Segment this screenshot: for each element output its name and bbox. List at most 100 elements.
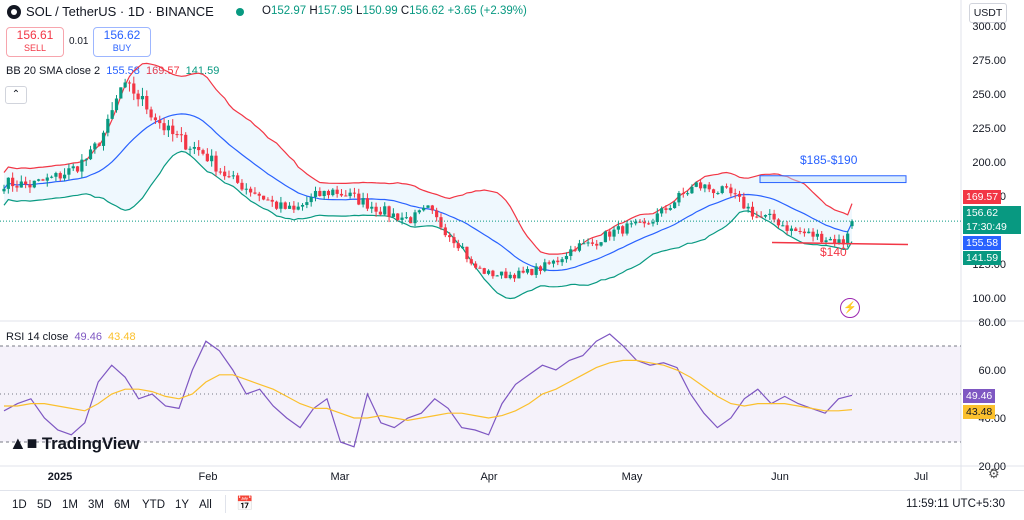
candle-body bbox=[210, 155, 214, 162]
candle-body bbox=[80, 159, 84, 172]
rsi-ma-line bbox=[4, 359, 853, 422]
candle-body bbox=[374, 206, 378, 212]
candle-body bbox=[833, 238, 837, 244]
time-tick-label: Mar bbox=[331, 471, 350, 483]
candle-body bbox=[759, 216, 763, 218]
candle-body bbox=[590, 242, 595, 244]
support-label: $140 bbox=[820, 245, 847, 259]
price-tick-label: 250.00 bbox=[972, 89, 1006, 101]
lightning-icon[interactable]: ⚡ bbox=[840, 298, 860, 318]
candle-body bbox=[84, 159, 88, 161]
currency-selector[interactable]: USDT bbox=[969, 3, 1007, 23]
candle-body bbox=[331, 189, 335, 196]
candle-body bbox=[461, 246, 465, 249]
candle-body bbox=[781, 225, 785, 227]
candle-body bbox=[625, 223, 629, 234]
candle-body bbox=[733, 193, 737, 195]
candle-body bbox=[101, 132, 106, 146]
range-6m[interactable]: 6M bbox=[114, 499, 130, 511]
candle-body bbox=[287, 205, 292, 209]
range-3m[interactable]: 3M bbox=[88, 499, 104, 511]
price-tick-label: 100.00 bbox=[972, 293, 1006, 305]
candle-body bbox=[162, 123, 166, 131]
candle-body bbox=[729, 187, 733, 194]
time-tick-label: Jun bbox=[771, 471, 789, 483]
candle-body bbox=[430, 205, 434, 211]
candle-body bbox=[357, 193, 361, 205]
range-ytd[interactable]: YTD bbox=[142, 499, 165, 511]
rsi-price-label: 49.46 bbox=[963, 389, 996, 403]
candle-body bbox=[119, 87, 123, 99]
candle-body bbox=[807, 231, 811, 234]
buy-button[interactable]: 156.62 BUY bbox=[93, 27, 151, 57]
candle-body bbox=[322, 190, 326, 197]
collapse-chevron-icon[interactable]: ⌃ bbox=[5, 86, 27, 104]
candle-body bbox=[400, 217, 404, 220]
calendar-range-icon[interactable]: 📅 bbox=[236, 495, 254, 511]
candle-body bbox=[149, 109, 153, 118]
price-tick-label: 225.00 bbox=[972, 123, 1006, 135]
sell-button[interactable]: 156.61 SELL bbox=[6, 27, 64, 57]
market-open-dot-icon bbox=[236, 8, 244, 16]
candle-body bbox=[612, 229, 616, 237]
candle-body bbox=[512, 274, 517, 279]
candle-body bbox=[746, 206, 750, 209]
candle-body bbox=[45, 177, 49, 181]
sell-price: 156.61 bbox=[16, 28, 54, 42]
candle-body bbox=[97, 143, 101, 146]
range-all[interactable]: All bbox=[199, 499, 212, 511]
candle-body bbox=[538, 266, 543, 271]
candle-body bbox=[543, 262, 547, 271]
candle-body bbox=[300, 204, 305, 207]
rsi-ma-price-label: 43.48 bbox=[963, 405, 996, 419]
candle-body bbox=[456, 243, 460, 249]
range-1d[interactable]: 1D bbox=[12, 499, 27, 511]
candle-body bbox=[244, 188, 248, 190]
candle-body bbox=[391, 213, 395, 217]
time-tick-label: May bbox=[622, 471, 643, 483]
time-tick-label: Apr bbox=[480, 471, 497, 483]
candle-body bbox=[439, 217, 443, 228]
range-1y[interactable]: 1Y bbox=[175, 499, 190, 511]
candle-body bbox=[737, 193, 742, 197]
bb-upper-line bbox=[3, 62, 853, 255]
candle-body bbox=[93, 143, 97, 150]
candle-body bbox=[750, 206, 755, 217]
bb-basis-price-label: 155.58 bbox=[963, 236, 1002, 250]
bb-legend[interactable]: BB 20 SMA close 2 155.58 169.57 141.59 bbox=[6, 65, 219, 77]
rsi-value: 49.46 bbox=[74, 331, 102, 343]
candle-body bbox=[828, 238, 832, 241]
clock-readout[interactable]: 11:59:11 UTC+5:30 bbox=[906, 498, 1005, 510]
candle-body bbox=[114, 98, 119, 111]
settings-gear-icon[interactable]: ⚙ bbox=[988, 466, 1000, 481]
candle-body bbox=[110, 110, 114, 119]
candle-body bbox=[417, 210, 421, 213]
buy-price: 156.62 bbox=[103, 28, 141, 42]
range-1m[interactable]: 1M bbox=[62, 499, 78, 511]
high-label: H bbox=[309, 5, 318, 17]
candle-body bbox=[28, 184, 32, 188]
candle-body bbox=[755, 216, 759, 218]
candle-body bbox=[166, 125, 171, 131]
symbol-title[interactable]: SOL / TetherUS · 1D · BINANCE bbox=[26, 4, 214, 19]
range-5d[interactable]: 5D bbox=[37, 499, 52, 511]
bb-lower-price-label: 141.59 bbox=[963, 251, 1002, 265]
candle-body bbox=[811, 231, 815, 237]
candle-body bbox=[616, 226, 620, 230]
candle-body bbox=[638, 221, 642, 223]
bottom-toolbar: 1D 5D 1M 3M 6M YTD 1Y All bbox=[0, 490, 1024, 520]
candle-body bbox=[339, 193, 344, 196]
candle-body bbox=[2, 188, 6, 192]
toolbar-divider bbox=[225, 495, 226, 513]
candle-body bbox=[577, 243, 582, 251]
candle-body bbox=[690, 186, 694, 194]
candle-body bbox=[504, 271, 508, 279]
candle-body bbox=[521, 270, 525, 273]
candle-body bbox=[19, 181, 23, 188]
candle-body bbox=[270, 199, 274, 202]
candle-body bbox=[694, 182, 698, 187]
close-label: C bbox=[400, 5, 410, 17]
rsi-tick-label: 80.00 bbox=[978, 317, 1006, 329]
rsi-legend[interactable]: RSI 14 close 49.46 43.48 bbox=[6, 331, 136, 343]
